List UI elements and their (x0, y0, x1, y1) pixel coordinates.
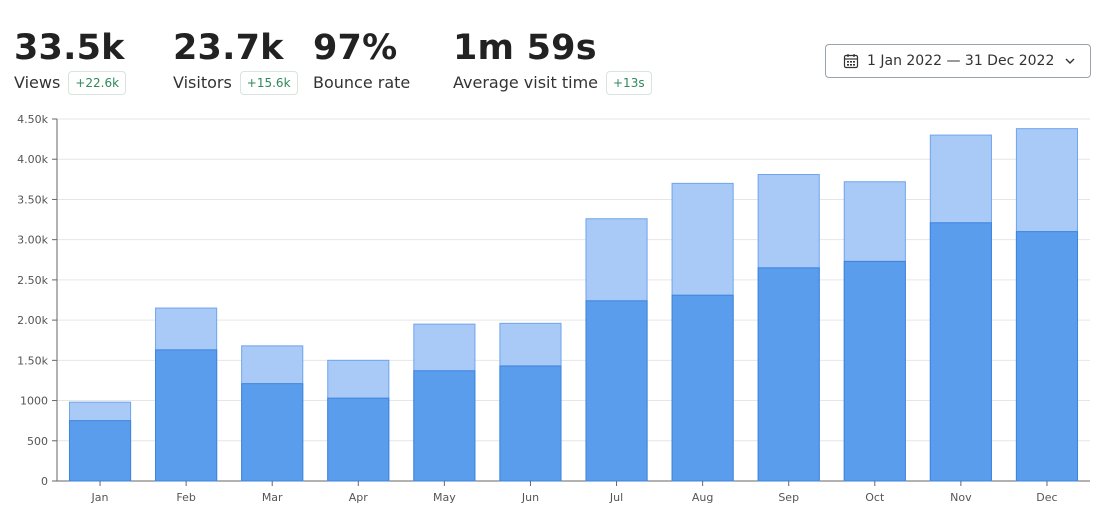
x-tick-label: Sep (778, 491, 799, 504)
bar-visitors-apr[interactable] (327, 397, 390, 482)
y-tick-label: 0 (41, 475, 48, 488)
x-tick-label: Dec (1036, 491, 1057, 504)
y-tick-label: 1.50k (17, 354, 48, 367)
x-tick-label: Jun (521, 491, 539, 504)
y-tick-label: 4.00k (17, 153, 48, 166)
bar-visitors-dec[interactable] (1015, 231, 1079, 482)
stat-value: 97% (313, 28, 398, 68)
bar-visitors-sep[interactable] (757, 267, 820, 482)
y-tick-label: 3.00k (17, 234, 48, 247)
stat-value: 1m 59s (453, 28, 597, 68)
bar-visitors-jul[interactable] (585, 300, 648, 482)
bar-visitors-aug[interactable] (671, 294, 734, 482)
x-tick-label: Apr (349, 491, 369, 504)
bar-visitors-oct[interactable] (843, 260, 906, 482)
y-tick-label: 4.50k (17, 113, 48, 126)
x-tick-label: Feb (176, 491, 195, 504)
bar-visitors-may[interactable] (413, 370, 476, 482)
stat-delta-badge: +13s (606, 71, 652, 95)
stat-bounce-rate: 97% Bounce rate (313, 28, 410, 96)
y-tick-label: 1000 (20, 395, 48, 408)
x-tick-label: Mar (262, 491, 283, 504)
calendar-icon (843, 54, 859, 69)
stat-value: 23.7k (173, 28, 284, 68)
stat-visitors: 23.7k Visitors +15.6k (173, 28, 298, 96)
x-tick-label: May (433, 491, 456, 504)
y-tick-label: 500 (27, 435, 48, 448)
y-tick-label: 2.50k (17, 274, 48, 287)
y-tick-label: 2.00k (17, 314, 48, 327)
stat-label: Bounce rate (313, 73, 411, 92)
stat-label: Average visit time (453, 73, 598, 92)
stat-delta-badge: +15.6k (239, 71, 298, 95)
stat-views: 33.5k Views +22.6k (14, 28, 127, 96)
stat-delta-badge: +22.6k (68, 71, 127, 95)
x-tick-label: Jul (609, 491, 623, 504)
bar-visitors-mar[interactable] (241, 383, 304, 482)
x-tick-label: Jan (91, 491, 109, 504)
stat-label: Views (14, 73, 61, 92)
bar-visitors-jan[interactable] (68, 420, 132, 482)
date-range-picker[interactable]: 1 Jan 2022 — 31 Dec 2022 (825, 44, 1091, 78)
bar-visitors-nov[interactable] (929, 222, 992, 482)
x-tick-label: Oct (865, 491, 885, 504)
y-tick-label: 3.50k (17, 193, 48, 206)
chevron-down-icon (1065, 58, 1075, 64)
stat-average-visit-time: 1m 59s Average visit time +13s (453, 28, 652, 96)
stat-label: Visitors (173, 73, 232, 92)
bar-chart: 0 500 1000 1.50k 2.00k 2.50k 3.00k 3.50k 4.00k 4.… (17, 113, 1090, 504)
x-tick-label: Aug (692, 491, 713, 504)
bar-visitors-jun[interactable] (499, 365, 562, 482)
date-range-label: 1 Jan 2022 — 31 Dec 2022 (867, 53, 1055, 69)
bar-visitors-feb[interactable] (155, 349, 218, 482)
stat-value: 33.5k (14, 28, 125, 68)
x-tick-label: Nov (950, 491, 972, 504)
